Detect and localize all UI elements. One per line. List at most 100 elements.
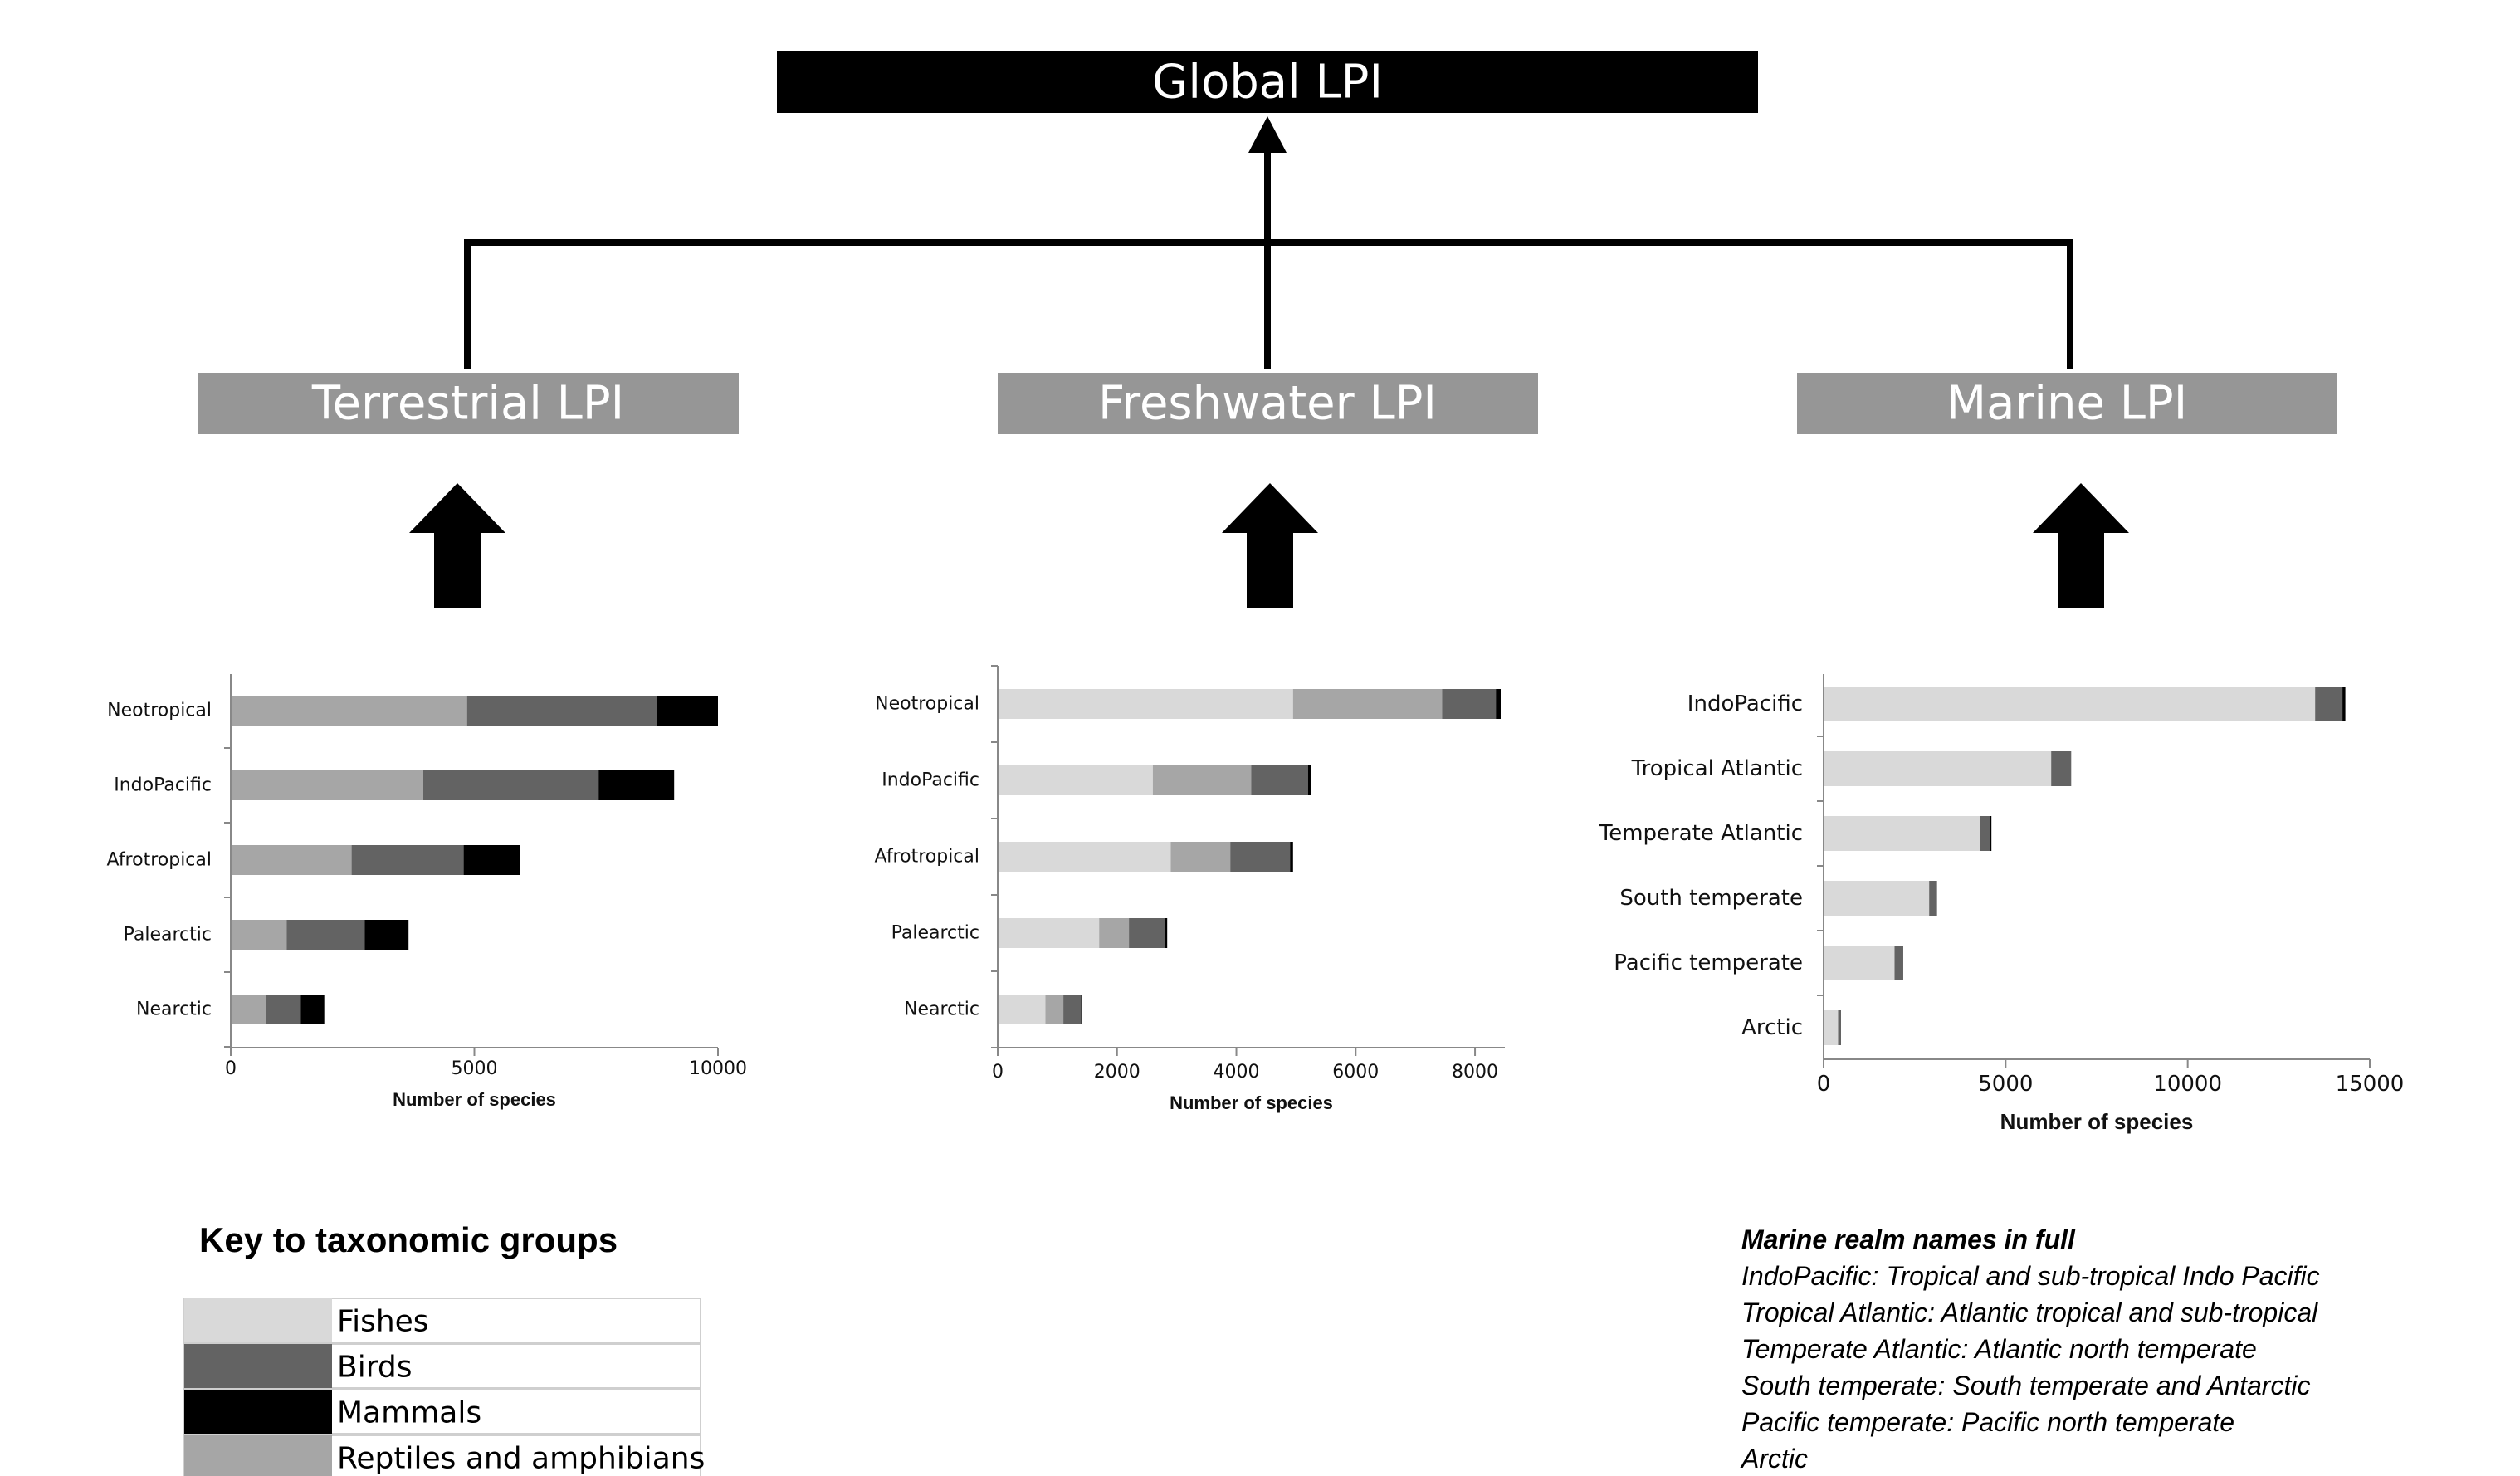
terrestrial-bar-afrotropical-mammals: [463, 845, 520, 875]
marine-bar-temperate-atlantic-mammals: [1990, 816, 1992, 851]
freshwater-bar-palearctic-mammals: [1165, 918, 1168, 948]
marine-x-tick-label: 5000: [1978, 1072, 2033, 1097]
marine-bar-temperate-atlantic-fishes: [1824, 816, 1980, 851]
freshwater-category-label-afrotropical: Afrotropical: [875, 847, 979, 868]
marine-category-label-temperate-atlantic: Temperate Atlantic: [1599, 821, 1803, 846]
global-lpi-box: Global LPI: [777, 51, 1758, 113]
marine-up-arrow-icon: [2033, 483, 2129, 608]
marine-bar-pacific-temperate-fishes: [1824, 946, 1895, 980]
key-rows: Fishes Birds Mammals Reptiles and amphibian…: [183, 1298, 705, 1476]
freshwater-bar-palearctic-birds: [1129, 918, 1165, 948]
freshwater-lpi-label: Freshwater LPI: [1098, 377, 1437, 431]
terrestrial-x-tick-label: 10000: [689, 1058, 747, 1079]
marine-bar-tropical-atlantic-fishes: [1824, 751, 2052, 786]
terrestrial-bar-neotropical-reptiles-and-amphibians: [231, 696, 467, 726]
marine-x-tick-label: 10000: [2153, 1072, 2222, 1097]
marine-name-line: Arctic: [1740, 1444, 1808, 1474]
key-title: Key to taxonomic groups: [199, 1220, 618, 1259]
terrestrial-bar-neotropical-birds: [466, 696, 657, 726]
freshwater-bar-palearctic-reptiles-and-amphibians: [1099, 918, 1130, 948]
terrestrial-bar-nearctic-reptiles-and-amphibians: [231, 995, 266, 1024]
freshwater-bar-indopacific-mammals: [1307, 765, 1311, 795]
freshwater-category-label-indopacific: IndoPacific: [882, 770, 979, 791]
freshwater-bar-afrotropical-fishes: [998, 842, 1171, 872]
key-swatch-fishes: [184, 1298, 332, 1342]
terrestrial-x-tick-label: 0: [225, 1058, 237, 1079]
freshwater-bar-palearctic-fishes: [998, 918, 1100, 948]
global-lpi-label: Global LPI: [1152, 56, 1383, 110]
marine-name-line: IndoPacific: Tropical and sub-tropical I…: [1741, 1261, 2320, 1291]
marine-x-tick-label: 15000: [2336, 1072, 2405, 1097]
key-label-mammals: Mammals: [337, 1396, 481, 1430]
terrestrial-bar-palearctic-reptiles-and-amphibians: [231, 920, 287, 950]
marine-bar-temperate-atlantic-birds: [1980, 816, 1990, 851]
marine-bar-arctic-fishes: [1824, 1010, 1839, 1045]
freshwater-bar-afrotropical-birds: [1230, 842, 1291, 872]
freshwater-x-axis-label: Number of species: [1170, 1092, 1333, 1113]
freshwater-up-arrow-icon: [1222, 483, 1318, 608]
marine-category-label-tropical-atlantic: Tropical Atlantic: [1631, 756, 1803, 781]
marine-names-title: Marine realm names in full: [1741, 1224, 2076, 1254]
freshwater-bar-nearctic-birds: [1063, 995, 1082, 1024]
marine-bar-south-temperate-fishes: [1824, 881, 1930, 916]
marine-category-label-indopacific: IndoPacific: [1687, 692, 1803, 716]
terrestrial-category-label-nearctic: Nearctic: [136, 999, 212, 1020]
freshwater-bar-neotropical-mammals: [1496, 689, 1501, 719]
marine-lpi-box: Marine LPI: [1797, 373, 2337, 434]
key-label-fishes: Fishes: [337, 1305, 429, 1339]
terrestrial-species-chart: Neotropical IndoPacific Afrotropical Palear…: [107, 674, 747, 1110]
arrowhead-to-global: [1248, 116, 1287, 153]
terrestrial-bar-afrotropical-reptiles-and-amphibians: [231, 845, 352, 875]
freshwater-category-label-nearctic: Nearctic: [904, 999, 979, 1020]
marine-category-label-south-temperate: South temperate: [1619, 886, 1803, 911]
freshwater-x-tick-label: 0: [992, 1062, 1004, 1083]
marine-lpi-label: Marine LPI: [1946, 377, 2187, 431]
key-label-reptiles-and-amphibians: Reptiles and amphibians: [337, 1442, 705, 1476]
freshwater-bar-neotropical-fishes: [998, 689, 1293, 719]
taxonomic-key: Key to taxonomic groups Fishes Birds Mamma…: [183, 1220, 705, 1476]
freshwater-x-tick-label: 6000: [1332, 1062, 1379, 1083]
freshwater-bar-neotropical-birds: [1442, 689, 1497, 719]
freshwater-bar-indopacific-birds: [1251, 765, 1308, 795]
terrestrial-category-label-indopacific: IndoPacific: [114, 775, 212, 796]
freshwater-species-chart: Neotropical IndoPacific Afrotropical Palear…: [875, 665, 1505, 1113]
marine-name-line: Pacific temperate: Pacific north tempera…: [1741, 1407, 2234, 1437]
freshwater-bar-afrotropical-mammals: [1290, 842, 1293, 872]
freshwater-bar-afrotropical-reptiles-and-amphibians: [1170, 842, 1231, 872]
terrestrial-bar-nearctic-mammals: [300, 995, 325, 1024]
marine-name-line: Tropical Atlantic: Atlantic tropical and…: [1741, 1298, 2318, 1327]
terrestrial-bar-palearctic-birds: [286, 920, 365, 950]
marine-name-line: South temperate: South temperate and Ant…: [1741, 1371, 2310, 1400]
freshwater-x-tick-label: 4000: [1214, 1062, 1260, 1083]
terrestrial-x-axis-label: Number of species: [393, 1089, 556, 1110]
freshwater-bar-nearctic-reptiles-and-amphibians: [1045, 995, 1064, 1024]
marine-x-axis-label: Number of species: [2000, 1109, 2194, 1134]
marine-bar-arctic-birds: [1838, 1010, 1841, 1045]
key-swatch-birds: [184, 1344, 332, 1388]
terrestrial-category-label-afrotropical: Afrotropical: [107, 850, 212, 871]
marine-bar-pacific-temperate-birds: [1894, 946, 1902, 980]
terrestrial-category-label-palearctic: Palearctic: [124, 925, 212, 946]
key-swatch-reptiles-and-amphibians: [184, 1435, 332, 1476]
terrestrial-bar-palearctic-mammals: [364, 920, 409, 950]
marine-bar-south-temperate-birds: [1929, 881, 1936, 916]
marine-realm-names: Marine realm names in full IndoPacific: …: [1740, 1224, 2320, 1474]
marine-bar-tropical-atlantic-birds: [2051, 751, 2072, 786]
terrestrial-lpi-box: Terrestrial LPI: [198, 373, 739, 434]
terrestrial-bar-afrotropical-birds: [351, 845, 464, 875]
freshwater-bar-indopacific-reptiles-and-amphibians: [1152, 765, 1252, 795]
marine-category-label-arctic: Arctic: [1741, 1015, 1803, 1040]
marine-category-label-pacific-temperate: Pacific temperate: [1614, 951, 1803, 975]
connector-lines: [464, 146, 2073, 369]
freshwater-x-tick-label: 2000: [1094, 1062, 1140, 1083]
freshwater-lpi-box: Freshwater LPI: [998, 373, 1538, 434]
terrestrial-lpi-label: Terrestrial LPI: [311, 377, 624, 431]
marine-bar-indopacific-birds: [2315, 687, 2343, 721]
key-swatch-mammals: [184, 1390, 332, 1434]
freshwater-bar-neotropical-reptiles-and-amphibians: [1292, 689, 1443, 719]
freshwater-x-tick-label: 8000: [1452, 1062, 1498, 1083]
terrestrial-bar-indopacific-reptiles-and-amphibians: [231, 770, 423, 800]
marine-bar-indopacific-mammals: [2342, 687, 2346, 721]
terrestrial-bar-nearctic-birds: [266, 995, 301, 1024]
